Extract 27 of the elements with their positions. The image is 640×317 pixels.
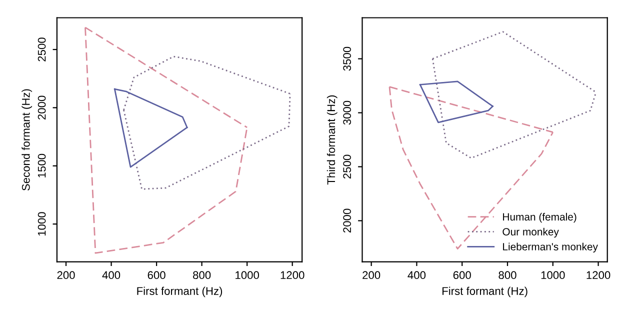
x-axis-title: First formant (Hz) [137, 286, 222, 298]
y-tick-label: 3000 [343, 100, 352, 125]
x-tick-label: 200 [57, 271, 75, 280]
legend-label: Human (female) [503, 212, 576, 223]
x-tick-label: 400 [102, 271, 120, 280]
x-tick-label: 600 [453, 271, 471, 280]
x-tick-label: 800 [193, 271, 211, 280]
legend-label: Lieberman's monkey [503, 242, 598, 252]
x-tick-label: 200 [362, 271, 380, 280]
x-axis-title: First formant (Hz) [442, 286, 528, 298]
y-axis-title: Second formant (Hz) [22, 89, 32, 191]
y-tick-label: 1000 [38, 212, 46, 236]
x-tick-label: 1200 [280, 271, 304, 280]
x-tick-label: 1200 [586, 271, 610, 280]
y-tick-label: 2500 [38, 38, 46, 62]
y-tick-label: 2000 [343, 208, 352, 233]
y-tick-label: 2500 [343, 154, 352, 179]
y-tick-label: 2000 [38, 96, 46, 120]
x-tick-label: 800 [498, 271, 516, 280]
y-tick-label: 3500 [343, 46, 352, 71]
x-tick-label: 1000 [541, 271, 565, 280]
legend-label: Our monkey [502, 228, 559, 238]
x-tick-label: 1000 [236, 271, 260, 280]
x-tick-label: 400 [408, 271, 426, 280]
y-axis-title: Third formant (Hz) [326, 95, 338, 185]
x-tick-label: 600 [148, 271, 166, 280]
y-tick-label: 1500 [38, 154, 46, 178]
